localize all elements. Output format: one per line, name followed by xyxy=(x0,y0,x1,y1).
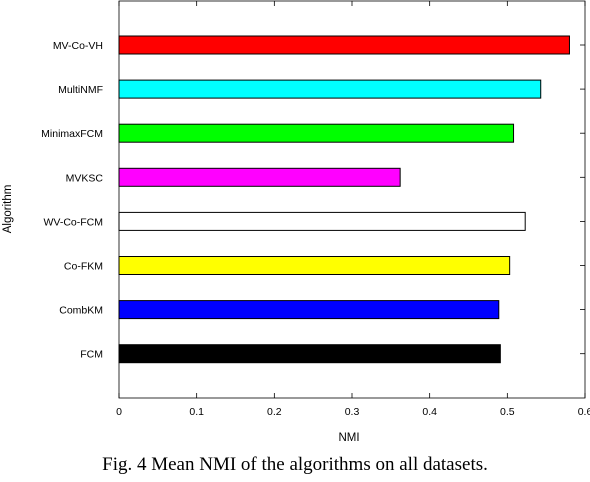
figure-caption: Fig. 4 Mean NMI of the algorithms on all… xyxy=(102,454,488,475)
y-axis-title: Algorithm xyxy=(2,185,14,234)
y-category-label: FCM xyxy=(80,349,103,361)
bar-wv-co-fcm xyxy=(118,211,526,231)
bar-combkm xyxy=(118,300,500,320)
bar-multinmf xyxy=(118,79,542,99)
x-tick-label: 0.1 xyxy=(189,406,204,418)
y-category-label: MVKSC xyxy=(66,172,104,184)
y-category-label: CombKM xyxy=(59,305,103,317)
y-category-label: WV-Co-FCM xyxy=(44,216,104,228)
x-tick-label: 0.5 xyxy=(500,406,515,418)
x-tick-label: 0.3 xyxy=(345,406,360,418)
y-category-label: MultiNMF xyxy=(58,84,103,96)
x-axis-title: NMI xyxy=(338,432,359,444)
bar-co-fkm xyxy=(118,256,511,275)
x-tick-label: 0.2 xyxy=(267,406,282,418)
x-tick-label: 0.4 xyxy=(422,406,437,418)
plot-area: 0 0.1 0.2 0.3 0.4 0.5 0.6 MV-Co-VH MultiNMF Minim… xyxy=(41,0,590,418)
y-category-label: Co-FKM xyxy=(64,261,103,273)
x-tick-label: 0.6 xyxy=(578,406,590,418)
bar-minimaxfcm xyxy=(118,123,515,143)
bar-mv-co-vh xyxy=(118,35,570,55)
plot-frame xyxy=(118,0,586,399)
x-tick-label: 0 xyxy=(116,406,122,418)
bar-mvksc xyxy=(118,167,401,187)
y-category-label: MV-Co-VH xyxy=(53,40,103,52)
bar-fcm xyxy=(118,344,501,364)
y-category-label: MinimaxFCM xyxy=(41,128,103,140)
